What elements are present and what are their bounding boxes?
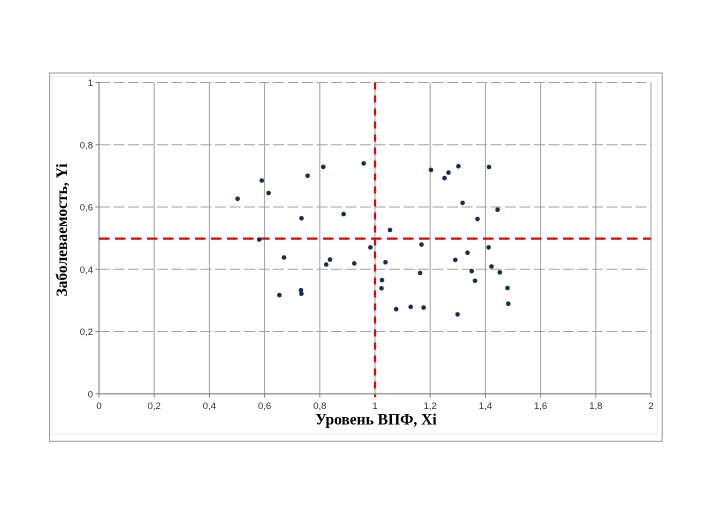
- svg-text:0: 0: [96, 401, 101, 412]
- svg-text:1: 1: [372, 401, 377, 412]
- svg-text:Уровень ВПФ, Xi: Уровень ВПФ, Xi: [315, 412, 437, 429]
- svg-text:0,8: 0,8: [313, 401, 326, 412]
- svg-text:2: 2: [648, 401, 653, 412]
- svg-text:1,6: 1,6: [534, 401, 547, 412]
- svg-text:0,8: 0,8: [80, 140, 93, 151]
- svg-text:0,4: 0,4: [80, 265, 93, 276]
- svg-text:Заболеваемость, Yi: Заболеваемость, Yi: [54, 163, 71, 297]
- svg-text:1,2: 1,2: [424, 401, 437, 412]
- svg-text:1,4: 1,4: [479, 401, 492, 412]
- svg-text:0,4: 0,4: [203, 401, 216, 412]
- svg-text:1: 1: [88, 78, 93, 89]
- svg-text:1,8: 1,8: [589, 401, 602, 412]
- svg-text:0,2: 0,2: [80, 327, 93, 338]
- svg-text:0,6: 0,6: [80, 203, 93, 214]
- svg-text:0,2: 0,2: [148, 401, 161, 412]
- svg-text:0,6: 0,6: [258, 401, 271, 412]
- svg-text:0: 0: [88, 389, 93, 400]
